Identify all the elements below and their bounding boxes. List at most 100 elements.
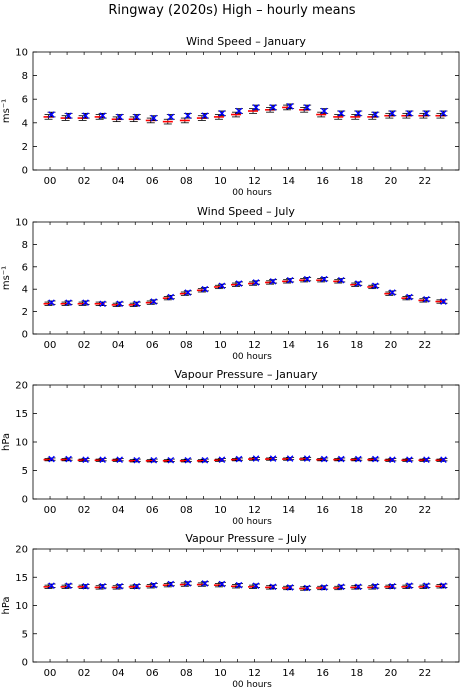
x-tick-label: 08	[180, 340, 193, 351]
x-tick-label: 14	[282, 176, 295, 187]
x-marker	[354, 280, 362, 287]
x-marker	[320, 107, 328, 115]
data-point-blue	[406, 456, 413, 463]
x-marker	[423, 295, 430, 303]
data-point-blue	[252, 279, 260, 286]
data-point-blue	[423, 582, 430, 590]
x-marker	[82, 299, 89, 306]
data-point-blue	[150, 114, 158, 122]
x-marker	[252, 104, 260, 111]
data-point-blue	[423, 456, 430, 463]
data-point-blue	[150, 581, 158, 589]
x-tick-label: 18	[350, 505, 363, 516]
data-point-blue	[150, 298, 158, 305]
x-tick-label: 16	[316, 176, 329, 187]
x-marker	[320, 275, 328, 283]
data-point-blue	[201, 580, 209, 587]
x-marker	[354, 455, 362, 463]
data-point-blue	[252, 104, 260, 111]
data-point-blue	[48, 455, 55, 463]
x-tick-label: 02	[78, 668, 91, 679]
x-marker	[269, 278, 277, 285]
data-point-blue	[406, 293, 413, 301]
data-point-blue	[235, 581, 243, 589]
x-tick-label: 06	[146, 668, 159, 679]
x-tick-label: 04	[112, 505, 125, 516]
data-point-blue	[184, 456, 192, 464]
axes-frame	[32, 221, 460, 335]
data-point-blue	[133, 300, 141, 308]
data-point-blue	[354, 280, 362, 287]
y-tick-label: 0	[22, 495, 28, 506]
y-tick-label: 6	[22, 262, 28, 273]
data-point-blue	[48, 111, 55, 118]
x-tick-label: 00	[44, 340, 57, 351]
data-point-blue	[286, 276, 294, 284]
x-marker	[116, 300, 123, 308]
y-axis-label: hPa	[1, 596, 12, 614]
data-point-blue	[389, 456, 396, 463]
data-point-blue	[201, 112, 209, 120]
x-marker	[440, 110, 447, 117]
x-marker	[235, 107, 243, 115]
x-marker	[65, 299, 72, 306]
x-marker	[337, 110, 345, 117]
x-marker	[423, 456, 430, 463]
data-point-blue	[99, 112, 106, 120]
data-point-blue	[167, 456, 175, 464]
data-point-blue	[440, 456, 447, 463]
x-tick-label: 04	[112, 176, 125, 187]
x-marker	[184, 456, 192, 464]
y-tick-label: 10	[15, 218, 28, 229]
y-tick-label: 2	[22, 307, 28, 318]
y-tick-label: 8	[22, 71, 28, 82]
x-tick-label: 18	[350, 176, 363, 187]
panel-title: Vapour Pressure – January	[174, 368, 318, 381]
x-marker	[82, 112, 89, 120]
data-point-blue	[269, 278, 277, 285]
x-marker	[337, 276, 345, 284]
x-tick-label: 12	[248, 505, 261, 516]
data-point-blue	[252, 582, 260, 590]
x-axis-label: 00 hours	[232, 517, 272, 527]
data-point-blue	[201, 456, 209, 464]
x-tick-label: 20	[384, 505, 397, 516]
x-marker	[184, 580, 192, 587]
x-tick-label: 22	[419, 668, 432, 679]
panel-title: Wind Speed – July	[197, 205, 295, 218]
x-marker	[48, 299, 55, 306]
x-tick-label: 06	[146, 176, 159, 187]
y-axis-label: ms⁻¹	[1, 99, 12, 123]
data-point-blue	[303, 275, 311, 283]
x-marker	[406, 110, 413, 117]
data-point-blue	[65, 582, 72, 590]
x-marker	[406, 582, 413, 590]
x-marker	[167, 293, 175, 301]
x-axis-label: 00 hours	[232, 188, 272, 198]
x-tick-label: 16	[316, 340, 329, 351]
x-tick-label: 22	[419, 340, 432, 351]
data-point-blue	[167, 293, 175, 301]
y-tick-label: 15	[15, 573, 28, 584]
y-tick-label: 10	[15, 48, 28, 59]
x-tick-label: 08	[180, 505, 193, 516]
x-marker	[99, 582, 106, 590]
x-marker	[201, 112, 209, 120]
x-marker	[48, 111, 55, 118]
x-tick-label: 00	[44, 176, 57, 187]
figure-title: Ringway (2020s) High – hourly means	[108, 3, 355, 18]
data-point-blue	[303, 104, 311, 111]
data-point-blue	[423, 110, 430, 117]
data-point-blue	[320, 107, 328, 115]
data-point-blue	[337, 276, 345, 284]
x-marker	[116, 582, 123, 590]
y-tick-label: 6	[22, 95, 28, 106]
data-point-blue	[269, 583, 277, 591]
y-tick-label: 10	[15, 438, 28, 449]
x-tick-label: 12	[248, 340, 261, 351]
x-tick-label: 18	[350, 340, 363, 351]
data-point-blue	[218, 580, 226, 588]
x-marker	[303, 455, 311, 462]
axes-frame	[32, 384, 460, 500]
